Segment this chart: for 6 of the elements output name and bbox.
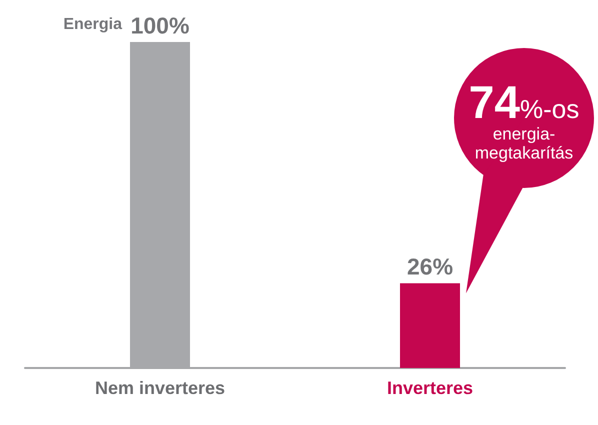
y-axis-title: Energia — [63, 16, 122, 33]
data-label: 26% — [406, 254, 454, 280]
x-tick-label: Nem inverteres — [94, 378, 226, 398]
x-tick-label: Inverteres — [386, 378, 474, 398]
annotation: 74%-os energia-megtakarítás — [468, 76, 580, 162]
data-label: 100% — [130, 12, 190, 38]
